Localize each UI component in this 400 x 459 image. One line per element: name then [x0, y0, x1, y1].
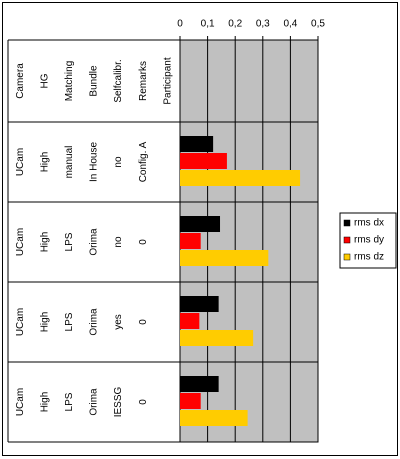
legend-label: rms dx	[354, 218, 384, 229]
bar	[180, 393, 201, 409]
bar	[180, 330, 254, 346]
bar	[180, 153, 227, 169]
bar	[180, 250, 269, 266]
table-cell: High	[39, 312, 50, 333]
table-cell: Remarks	[138, 61, 149, 101]
table-cell: High	[39, 392, 50, 413]
bar	[180, 313, 200, 329]
table-cell: Orima	[89, 308, 100, 336]
table-cell: UCam	[15, 308, 26, 336]
legend-label: rms dy	[354, 235, 384, 246]
table-cell: 0	[138, 239, 149, 245]
table-cell: High	[39, 232, 50, 253]
plot-area	[179, 39, 319, 443]
table-cell: UCam	[15, 148, 26, 176]
table-cell: 0	[138, 319, 149, 325]
table-cell: no	[113, 236, 124, 248]
table-cell: UCam	[15, 388, 26, 416]
table-cell: UCam	[15, 228, 26, 256]
table-cell: 0	[138, 399, 149, 405]
table-cell: Matching	[64, 61, 75, 102]
table-cell: HG	[39, 73, 50, 88]
legend-label: rms dz	[354, 252, 384, 263]
legend-swatch	[343, 219, 351, 227]
x-tick-label: 0	[177, 19, 183, 30]
bar	[180, 136, 214, 152]
x-tick-label: 0,5	[311, 19, 325, 30]
table-cell: LPS	[64, 392, 75, 411]
table-cell: Orima	[89, 228, 100, 256]
table-cell: LPS	[64, 312, 75, 331]
x-tick-label: 0,1	[201, 19, 215, 30]
bar	[180, 216, 221, 232]
table-cell: IESSG	[113, 387, 124, 418]
table-cell: Camera	[15, 63, 26, 99]
table-cell: In House	[89, 142, 100, 182]
table-cell: High	[39, 152, 50, 173]
x-tick-label: 0,4	[283, 19, 297, 30]
table-cell: Selfcalibr.	[113, 59, 124, 102]
x-tick-label: 0,3	[256, 19, 270, 30]
table-cell: Bundle	[89, 65, 100, 97]
table-cell: Participant	[162, 57, 173, 104]
table-cell: yes	[113, 314, 124, 330]
table-cell: no	[113, 156, 124, 168]
table-cell: manual	[64, 146, 75, 179]
table-cell: LPS	[64, 232, 75, 251]
bar	[180, 233, 201, 249]
bar	[180, 170, 301, 186]
table-cell: Orima	[89, 388, 100, 416]
bar	[180, 296, 219, 312]
legend-swatch	[343, 253, 351, 261]
x-tick-label: 0,2	[228, 19, 242, 30]
bar	[180, 376, 219, 392]
table-cell: Config. A	[138, 141, 149, 182]
legend-swatch	[343, 236, 351, 244]
bar	[180, 410, 248, 426]
